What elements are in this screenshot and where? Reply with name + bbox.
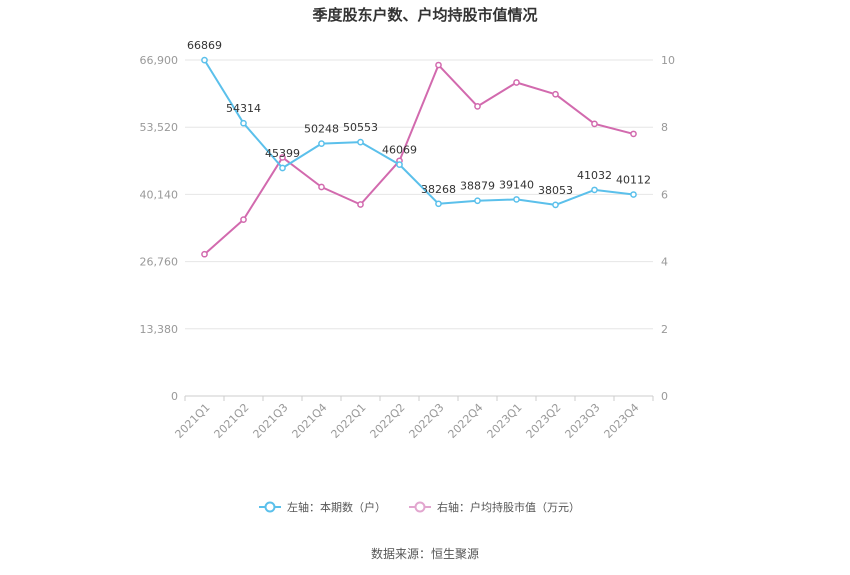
x-tick-label: 2021Q4 (290, 401, 330, 441)
x-tick-label: 2023Q3 (563, 401, 603, 441)
left-tick-label: 0 (171, 390, 178, 403)
right-tick-label: 8 (661, 121, 668, 134)
data-label: 38053 (538, 184, 573, 197)
data-point (318, 183, 325, 191)
right-tick-label: 10 (661, 54, 675, 67)
data-point (513, 196, 520, 203)
legend-marker-icon (264, 501, 276, 513)
data-point (201, 250, 208, 258)
data-point (318, 140, 325, 147)
legend-label-left: 左轴：本期数（户） (287, 500, 386, 514)
data-label: 54314 (226, 102, 261, 115)
data-point (279, 154, 286, 161)
left-tick-label: 13,380 (140, 323, 179, 336)
legend-item-right-series[interactable]: 右轴：户均持股市值（万元） (409, 500, 580, 514)
x-tick-label: 2023Q1 (485, 401, 525, 441)
data-label: 40112 (616, 174, 651, 187)
data-label: 39140 (499, 178, 534, 191)
right-tick-label: 4 (661, 256, 668, 269)
data-point (630, 130, 637, 138)
left-tick-label: 53,520 (140, 121, 179, 134)
right-tick-label: 2 (661, 323, 668, 336)
data-point (474, 197, 481, 205)
data-point (513, 79, 520, 86)
x-tick-label: 2023Q4 (602, 401, 642, 441)
data-point (357, 138, 364, 146)
data-point (240, 119, 247, 127)
left-tick-label: 66,900 (140, 54, 179, 67)
x-tick-label: 2021Q2 (212, 401, 252, 441)
x-tick-label: 2022Q2 (368, 401, 408, 441)
data-label: 41032 (577, 169, 612, 182)
data-point (279, 164, 286, 172)
data-point (591, 120, 598, 128)
x-tick-label: 2023Q2 (524, 401, 564, 441)
data-point (201, 56, 208, 64)
data-point (435, 61, 442, 69)
legend[interactable]: 左轴：本期数（户） 右轴：户均持股市值（万元） (259, 500, 580, 514)
right-axis-ticks: 0 2 4 6 8 10 (661, 54, 675, 403)
data-source: 数据来源：恒生聚源 (371, 546, 479, 561)
left-axis-ticks: 0 13,380 26,760 40,140 53,520 66,900 (140, 54, 179, 403)
chart-title: 季度股东户数、户均持股市值情况 (312, 6, 537, 24)
data-label: 46069 (382, 144, 417, 157)
x-tick-label: 2022Q1 (329, 401, 369, 441)
left-tick-label: 26,760 (140, 256, 179, 269)
data-point (435, 200, 442, 208)
left-tick-label: 40,140 (140, 188, 179, 201)
x-tick-label: 2022Q3 (407, 401, 447, 441)
x-axis: 2021Q12021Q22021Q32021Q42022Q12022Q22022… (173, 396, 654, 441)
data-labels: 66869 54314 45399 50248 50553 46069 38268 38879… (187, 39, 651, 197)
data-point (396, 161, 403, 168)
series-line (203, 64, 634, 255)
data-label: 50553 (343, 121, 378, 134)
data-point (630, 191, 637, 198)
data-label: 45399 (265, 147, 300, 160)
x-tick-label: 2021Q3 (251, 401, 291, 441)
right-tick-label: 0 (661, 390, 668, 403)
series-line (203, 59, 634, 206)
legend-item-left-series[interactable]: 左轴：本期数（户） (259, 500, 386, 514)
data-label: 50248 (304, 123, 339, 136)
data-label: 38879 (460, 180, 495, 193)
x-tick-label: 2022Q4 (446, 401, 486, 441)
data-point (591, 186, 598, 194)
legend-label-right: 右轴：户均持股市值（万元） (437, 500, 580, 514)
legend-marker-icon (414, 501, 426, 513)
data-point (552, 90, 559, 98)
data-label: 66869 (187, 39, 222, 52)
data-point (240, 216, 247, 223)
data-label: 38268 (421, 183, 456, 196)
series-layer (201, 56, 637, 258)
data-point (357, 201, 364, 208)
data-point (552, 201, 559, 209)
right-tick-label: 6 (661, 188, 668, 201)
data-point (474, 103, 481, 110)
x-tick-label: 2021Q1 (173, 401, 213, 441)
